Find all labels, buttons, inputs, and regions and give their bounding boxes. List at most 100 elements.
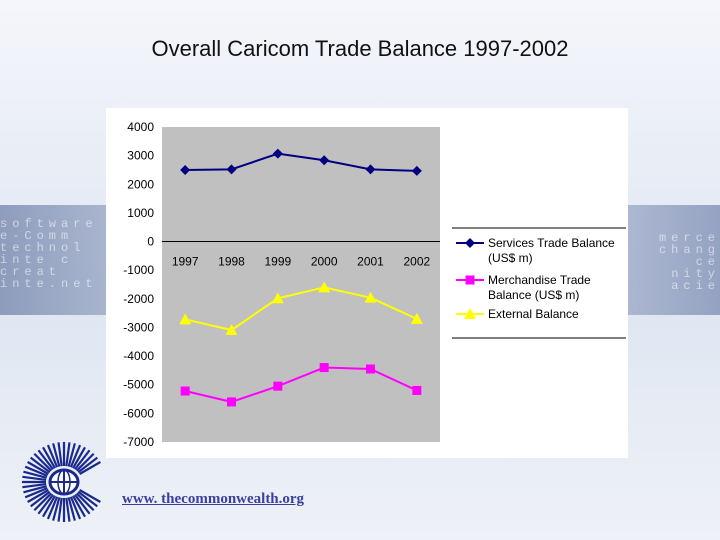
x-tick-label: 2001: [357, 255, 384, 269]
logo-ray: [22, 482, 47, 489]
logo-ray: [46, 444, 59, 468]
x-tick-label: 1999: [264, 255, 291, 269]
background-word-right-0: merce: [658, 231, 720, 245]
logo-ray: [37, 449, 54, 470]
background-word-right-2: ce: [695, 255, 720, 269]
data-point-series-0: [319, 155, 330, 166]
background-words-right: merce chang ce nity acie: [610, 232, 720, 292]
logo-ray: [79, 461, 101, 475]
background-word-left-3: inte c: [0, 253, 74, 267]
y-tick-label: -7000: [123, 435, 154, 449]
logo-ray: [74, 449, 91, 470]
data-point-series-1: [412, 385, 422, 395]
logo-ray: [65, 497, 71, 522]
legend-label: (US$ m): [488, 251, 533, 265]
logo-ray: [77, 490, 98, 508]
logo-ray: [24, 465, 48, 477]
logo-ray: [69, 496, 82, 520]
logo-ray: [33, 452, 53, 472]
background-word-left-4: creat: [0, 265, 62, 279]
data-point-series-0: [365, 164, 376, 175]
data-point-series-1: [227, 397, 236, 407]
legend-swatch-marker: [464, 308, 476, 319]
data-point-series-2: [225, 324, 238, 336]
background-word-right-4: acie: [671, 279, 720, 293]
data-point-series-2: [410, 312, 423, 324]
chart-container: 4000 3000 2000 1000 0 -1000 -2000 -3000 -4000 -50…: [106, 108, 628, 458]
legend-swatch-marker: [465, 238, 475, 248]
logo-ray: [75, 492, 95, 512]
data-point-series-0: [411, 165, 422, 176]
logo-ray: [23, 470, 47, 479]
y-tick-label: -2000: [123, 292, 154, 306]
logo-globe-longitude: [57, 469, 71, 495]
logo-ray: [22, 475, 47, 482]
website-link[interactable]: www. thecommonwealth.org: [122, 491, 305, 507]
background-word-left-0: software: [0, 217, 98, 231]
logo-ray: [65, 442, 71, 467]
background-word-left-2: technol: [0, 241, 86, 255]
logo-ray: [57, 497, 63, 522]
data-point-series-2: [364, 291, 377, 303]
logo-ray: [46, 496, 59, 520]
logo-ray: [42, 495, 56, 518]
logo-ray: [27, 461, 49, 475]
logo-ray: [69, 444, 82, 468]
data-point-series-0: [180, 164, 191, 175]
y-tick-label: 3000: [127, 149, 154, 163]
y-tick-label: -6000: [123, 406, 154, 420]
data-point-series-2: [179, 313, 192, 325]
logo-ray: [42, 446, 56, 469]
logo-ray: [77, 456, 98, 474]
legend-label: External Balance: [488, 307, 579, 321]
logo-ray: [30, 490, 51, 508]
legend-swatch-marker: [465, 275, 475, 285]
slide-title: Overall Caricom Trade Balance 1997-2002: [151, 36, 569, 61]
plot-area: [162, 127, 440, 442]
logo-ray: [52, 497, 61, 521]
logo-ray: [30, 456, 51, 474]
logo-ray: [79, 489, 101, 503]
data-point-series-0: [272, 148, 283, 159]
background-word-right-3: nity: [671, 267, 720, 281]
x-tick-label: 1998: [218, 255, 245, 269]
logo-ray: [67, 497, 76, 521]
logo-ray: [57, 442, 63, 467]
logo-ray: [67, 443, 76, 467]
legend-label: Services Trade Balance: [488, 236, 615, 250]
line-chart: 4000 3000 2000 1000 0 -1000 -2000 -3000 -4000 -50…: [123, 120, 626, 449]
y-tick-label: -4000: [123, 349, 154, 363]
data-point-series-0: [226, 164, 237, 175]
data-point-series-2: [318, 281, 331, 293]
logo-ray: [74, 494, 91, 515]
logo-ray: [33, 492, 53, 512]
y-tick-label: -5000: [123, 378, 154, 392]
series-line-1: [184, 366, 418, 403]
logo-ray: [72, 446, 86, 469]
y-tick-label: 1000: [127, 206, 154, 220]
logo-ray: [24, 487, 48, 499]
legend-label: Merchandise Trade: [488, 273, 591, 287]
background-word-left-5: inte.net: [0, 277, 98, 291]
logo-ray: [72, 495, 86, 518]
data-point-series-1: [273, 381, 283, 391]
data-point-series-1: [366, 364, 375, 374]
y-tick-label: -1000: [123, 263, 154, 277]
logo-ray: [52, 443, 61, 467]
x-tick-label: 1997: [172, 255, 199, 269]
series-line-2: [184, 286, 418, 332]
logo-rays: [22, 442, 101, 522]
series-line-0: [185, 152, 417, 172]
background-words-left: software e-Comm technol inte c creat inte.net: [0, 218, 120, 290]
y-tick-label: -3000: [123, 320, 154, 334]
logo-ray: [23, 485, 47, 494]
data-point-series-1: [180, 386, 190, 396]
data-point-series-2: [271, 292, 284, 304]
y-tick-label: 2000: [127, 177, 154, 191]
logo-ray: [27, 489, 49, 503]
x-tick-label: 2000: [311, 255, 338, 269]
logo-ray: [75, 452, 95, 472]
y-tick-label: 0: [147, 235, 154, 249]
legend-label: Balance (US$ m): [488, 288, 579, 302]
y-tick-label: 4000: [127, 120, 154, 134]
